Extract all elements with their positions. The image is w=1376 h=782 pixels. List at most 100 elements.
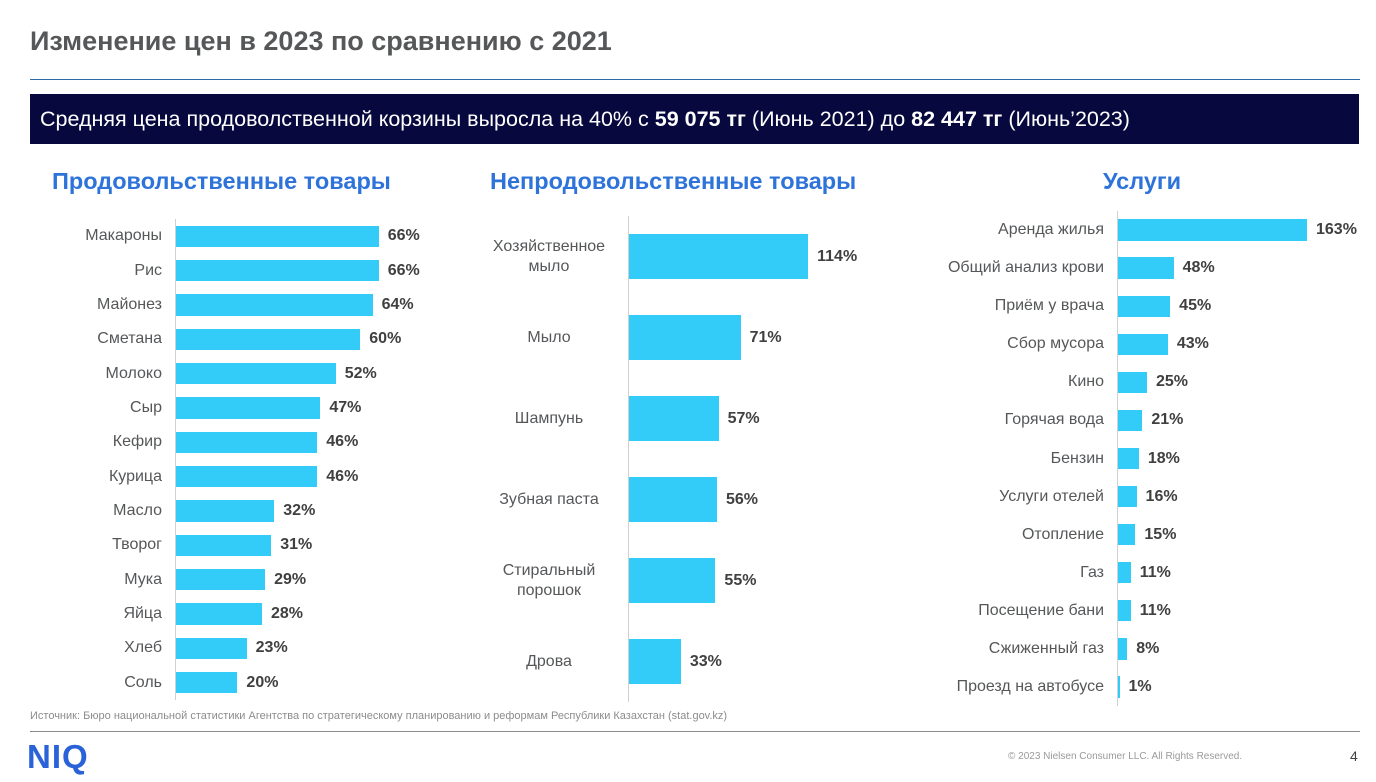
category-label: Сбор мусора [1007,335,1104,353]
bar [1118,219,1307,241]
category-label: Бензин [1050,449,1104,467]
bar [176,362,336,385]
data-label: 18% [1147,449,1180,467]
data-label: 66% [387,261,420,279]
category-label: Посещение бани [978,601,1104,619]
data-label: 46% [326,467,359,485]
data-label: 57% [727,409,760,427]
data-label: 29% [274,570,307,588]
bar [629,557,716,604]
data-label: 48% [1182,259,1215,277]
data-label: 56% [726,490,759,508]
data-label: 15% [1144,525,1177,543]
category-label: Общий анализ крови [947,259,1104,277]
data-label: 25% [1155,373,1189,391]
bar [176,225,379,247]
category-label: Масло [113,502,162,520]
bar [1118,485,1137,508]
banner-text-1: Средняя цена продоволственной корзины вы… [40,107,655,131]
data-label: 114% [817,247,858,265]
data-label: 52% [344,364,377,382]
category-label: Соль [124,673,162,691]
page-title: Изменение цен в 2023 по сравнению с 2021 [30,26,612,56]
category-label: Мука [124,570,162,588]
data-label: 1% [1128,677,1152,695]
data-label: 163% [1316,221,1357,239]
bar [176,397,321,419]
bar [176,431,318,453]
bar [629,476,717,523]
footer-divider [30,731,1360,732]
data-label: 33% [689,652,722,670]
data-label: 46% [326,433,359,451]
title-divider [30,79,1360,80]
bar [1118,257,1174,279]
panel-title-food: Продовольственные товары [52,168,391,194]
category-label: Приём у врача [994,297,1104,315]
data-label: 43% [1176,335,1209,353]
category-label: Горячая вода [1004,411,1104,429]
copyright-text: © 2023 Nielsen Consumer LLC. All Rights … [1008,751,1243,762]
category-label: Майонез [97,295,162,313]
data-label: 66% [387,227,420,245]
banner-text-3: (Июнь’2023) [1002,107,1130,131]
bar [1118,295,1171,317]
data-label: 32% [283,502,316,520]
bar [1118,523,1136,546]
data-label: 60% [369,330,402,348]
category-label: Сжиженный газ [988,639,1104,657]
bar [176,294,373,316]
category-label: Яйца [123,605,162,623]
bar [629,395,719,442]
category-axis [628,216,629,702]
bar [176,603,262,625]
data-label: 28% [271,605,304,623]
data-label: 20% [246,673,279,691]
bar [1118,600,1131,622]
category-label: Отопление [1021,525,1104,543]
category-label: Дрова [526,652,572,670]
category-label: Кефир [112,433,162,451]
bar [176,569,266,591]
bar [1118,333,1168,355]
bar [176,466,318,488]
data-label: 55% [724,571,757,589]
category-label: Сметана [97,330,162,348]
source-note: Источник: Бюро национальной статистики А… [30,710,728,722]
bar [1118,409,1143,432]
bar [1118,562,1131,584]
bar [629,233,809,280]
category-label: Хозяйственное мыло [492,237,606,275]
category-axis [1117,211,1118,706]
data-label: 64% [381,295,414,313]
data-label: 8% [1136,639,1160,657]
bar [629,638,681,685]
bar [176,328,361,350]
category-label: Творог [112,536,162,554]
data-label: 45% [1179,297,1212,315]
category-label: Шампунь [514,409,584,427]
data-label: 31% [280,536,313,554]
bar [176,637,247,660]
summary-banner: Средняя цена продоволственной корзины вы… [30,94,1359,144]
category-label: Аренда жилья [998,221,1104,239]
category-label: Мыло [527,328,571,346]
bar [176,500,275,522]
category-label: Хлеб [124,639,162,657]
bar [629,314,741,361]
category-label: Стиральный порошок [502,561,596,599]
category-label: Курица [108,467,162,485]
category-label: Сыр [130,398,162,416]
category-label: Зубная паста [499,490,599,508]
category-label: Проезд на автобусе [956,677,1104,695]
data-label: 11% [1139,563,1171,581]
banner-text-2: (Июнь 2021) до [745,107,912,131]
data-label: 47% [329,398,362,416]
bar [1118,447,1139,470]
category-axis [175,219,176,700]
page-number: 4 [1350,748,1358,764]
data-label: 21% [1151,411,1184,429]
bar [176,259,379,282]
data-label: 23% [255,639,288,657]
category-label: Услуги отелей [999,487,1104,505]
